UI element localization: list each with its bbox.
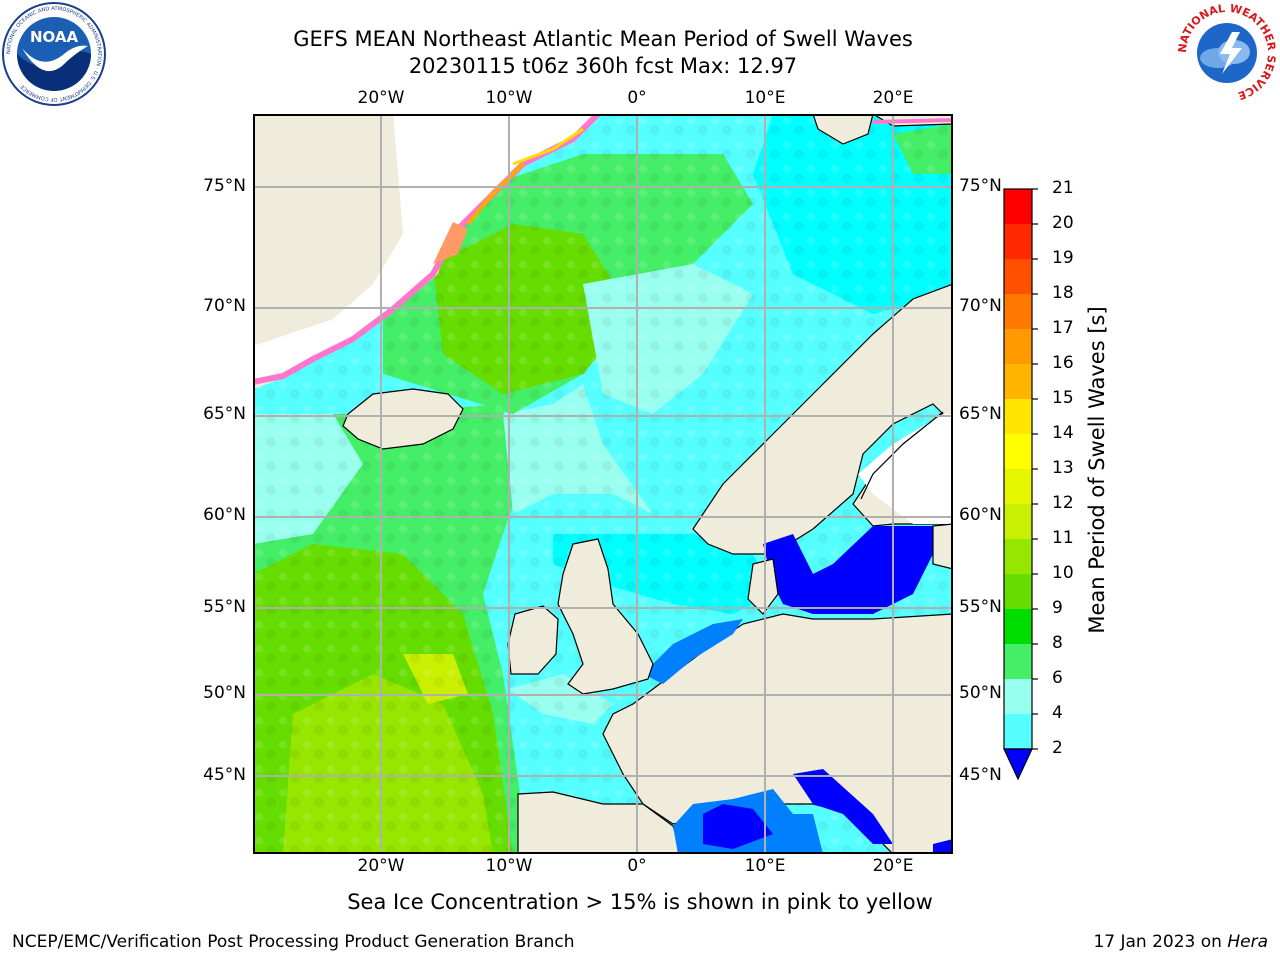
lat-label-right: 55°N (959, 597, 1002, 617)
lon-label-top: 10°W (485, 88, 533, 108)
colorbar-tick-label: 14 (1052, 423, 1074, 443)
lat-label-left: 50°N (203, 683, 246, 703)
sea-ice-edge (466, 162, 525, 226)
sea-ice-patch (433, 222, 468, 264)
lon-label-bottom: 20°W (357, 856, 405, 876)
chart-subtitle: 20230115 t06z 360h fcst Max: 12.97 (408, 54, 798, 78)
noaa-logo-text: NOAA (30, 28, 79, 46)
lat-label-right: 75°N (959, 176, 1002, 196)
lat-label-right: 45°N (959, 765, 1002, 785)
colorbar-segment (1004, 679, 1032, 715)
lon-label-bottom: 20°E (872, 856, 914, 876)
colorbar-tick-label: 15 (1052, 388, 1074, 408)
colorbar-tick-label: 18 (1052, 283, 1074, 303)
lat-label-left: 60°N (203, 505, 246, 525)
colorbar-segment (1004, 434, 1032, 470)
colorbar-segment (1004, 399, 1032, 435)
colorbar-segments (1004, 189, 1032, 750)
colorbar-segment (1004, 609, 1032, 645)
lon-label-top: 20°E (872, 88, 914, 108)
colorbar-tick-label: 11 (1052, 528, 1074, 548)
colorbar (1003, 188, 1038, 781)
colorbar-segment (1004, 189, 1032, 225)
lat-label-left: 45°N (203, 765, 246, 785)
lon-label-bottom: 10°E (744, 856, 786, 876)
denmark-land (747, 558, 779, 615)
colorbar-tick-label: 13 (1052, 458, 1074, 478)
noaa-logo: NATIONAL OCEANIC AND ATMOSPHERIC ADMINIS… (2, 2, 106, 106)
lat-label-right: 60°N (959, 505, 1002, 525)
great-britain-land (557, 538, 654, 695)
baltic-sea (763, 526, 933, 614)
colorbar-segment (1004, 294, 1032, 330)
colorbar-segment (1004, 469, 1032, 505)
colorbar-tick-label: 9 (1052, 598, 1063, 618)
colorbar-tickmarks (1032, 188, 1038, 750)
svalbard-land (812, 114, 874, 145)
lat-label-right: 50°N (959, 683, 1002, 703)
adriatic-sea (793, 769, 893, 844)
mediterranean-sea (703, 804, 773, 849)
lon-label-top: 0° (627, 88, 647, 108)
colorbar-segment (1004, 714, 1032, 750)
sea-ice-note: Sea Ice Concentration > 15% is shown in … (347, 890, 933, 914)
lat-label-left: 75°N (203, 176, 246, 196)
colorbar-tick-label: 16 (1052, 353, 1074, 373)
no-data-area (858, 414, 953, 524)
date-text: 17 Jan 2023 on (1093, 932, 1222, 952)
coastline (860, 411, 944, 500)
iberia-land (517, 791, 684, 854)
sea-ice-edge (512, 127, 584, 166)
iceland-land (342, 388, 464, 450)
machine-name: Hera (1227, 932, 1268, 952)
lon-label-top: 20°W (357, 88, 405, 108)
credit-line: NCEP/EMC/Verification Post Processing Pr… (12, 932, 575, 952)
lon-label-bottom: 10°W (485, 856, 533, 876)
colorbar-segment (1004, 504, 1032, 540)
colorbar-segment (1004, 574, 1032, 610)
colorbar-segment (1004, 224, 1032, 260)
date-line: 17 Jan 2023 on Hera (1093, 932, 1268, 952)
colorbar-extend-arrow (1003, 748, 1033, 781)
map-panel (253, 114, 953, 854)
colorbar-tick-label: 12 (1052, 493, 1074, 513)
colorbar-segment (1004, 259, 1032, 295)
chart-title: GEFS MEAN Northeast Atlantic Mean Period… (293, 27, 913, 51)
colorbar-tick-label: 2 (1052, 738, 1063, 758)
colorbar-tick-label: 17 (1052, 318, 1074, 338)
colorbar-title: Mean Period of Swell Waves [s] (1085, 306, 1109, 634)
sea-ice-edge (872, 118, 953, 124)
graticule (253, 114, 953, 854)
colorbar-segment (1004, 644, 1032, 680)
colorbar-tick-label: 8 (1052, 633, 1063, 653)
lat-label-right: 65°N (959, 404, 1002, 424)
lat-label-left: 70°N (203, 296, 246, 316)
baltics-land (932, 523, 953, 570)
colorbar-tick-label: 19 (1052, 248, 1074, 268)
lon-label-bottom: 0° (627, 856, 647, 876)
nws-logo: NATIONAL WEATHER SERVICE (1176, 2, 1278, 103)
colorbar-tick-label: 20 (1052, 213, 1074, 233)
colorbar-segment (1004, 329, 1032, 365)
no-data-area (253, 114, 598, 382)
colorbar-tick-label: 4 (1052, 703, 1063, 723)
map-border (253, 114, 953, 854)
lat-label-left: 65°N (203, 404, 246, 424)
aegean-sea (933, 839, 953, 854)
colorbar-tick-label: 6 (1052, 668, 1063, 688)
lat-label-right: 70°N (959, 296, 1002, 316)
colorbar-segment (1004, 539, 1032, 575)
lat-label-left: 55°N (203, 597, 246, 617)
colorbar-tick-label: 21 (1052, 178, 1074, 198)
greenland-land (253, 114, 403, 346)
colorbar-segment (1004, 364, 1032, 400)
lon-label-top: 10°E (744, 88, 786, 108)
sea-ice-edge (253, 114, 601, 385)
north-sea-south (643, 619, 743, 684)
colorbar-tick-label: 10 (1052, 563, 1074, 583)
